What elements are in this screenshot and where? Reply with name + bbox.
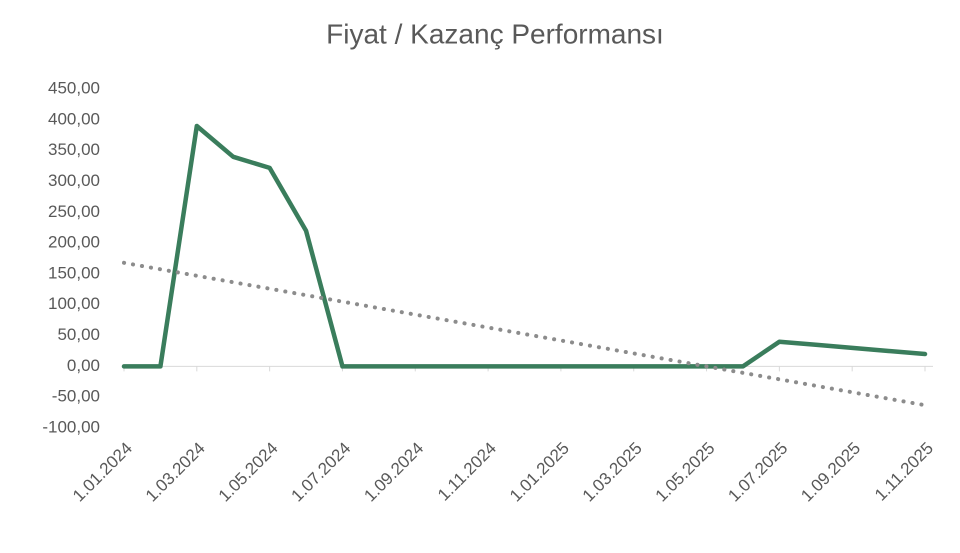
trend-line — [122, 260, 927, 408]
x-tick-label: 1.03.2025 — [579, 439, 646, 506]
y-tick-label: -50,00 — [52, 387, 100, 406]
x-tick-label: 1.01.2025 — [506, 439, 573, 506]
y-tick-label: -100,00 — [42, 417, 100, 436]
y-tick-label: 250,00 — [48, 202, 100, 221]
y-tick-label: 200,00 — [48, 233, 100, 252]
x-tick-label: 1.11.2024 — [434, 439, 500, 505]
x-tick-label: 1.05.2025 — [652, 439, 719, 506]
x-tick-label: 1.05.2024 — [215, 439, 282, 506]
x-tick-label: 1.01.2024 — [69, 439, 136, 506]
x-tick-label: 1.03.2024 — [142, 439, 209, 506]
x-tick-label: 1.07.2025 — [724, 439, 791, 506]
x-tick-label: 1.11.2025 — [871, 439, 937, 505]
x-tick-label: 1.09.2025 — [797, 439, 864, 506]
y-tick-label: 50,00 — [57, 325, 100, 344]
y-tick-label: 300,00 — [48, 171, 100, 190]
chart-title: Fiyat / Kazanç Performansı — [326, 18, 664, 49]
y-tick-label: 350,00 — [48, 140, 100, 159]
y-tick-label: 150,00 — [48, 263, 100, 282]
data-line — [121, 123, 928, 369]
x-tick-label: 1.07.2024 — [288, 439, 355, 506]
y-tick-label: 100,00 — [48, 294, 100, 313]
y-tick-label: 400,00 — [48, 109, 100, 128]
y-tick-label: 450,00 — [48, 78, 100, 97]
y-tick-label: 0,00 — [67, 356, 100, 375]
x-tick-label: 1.09.2024 — [360, 439, 427, 506]
